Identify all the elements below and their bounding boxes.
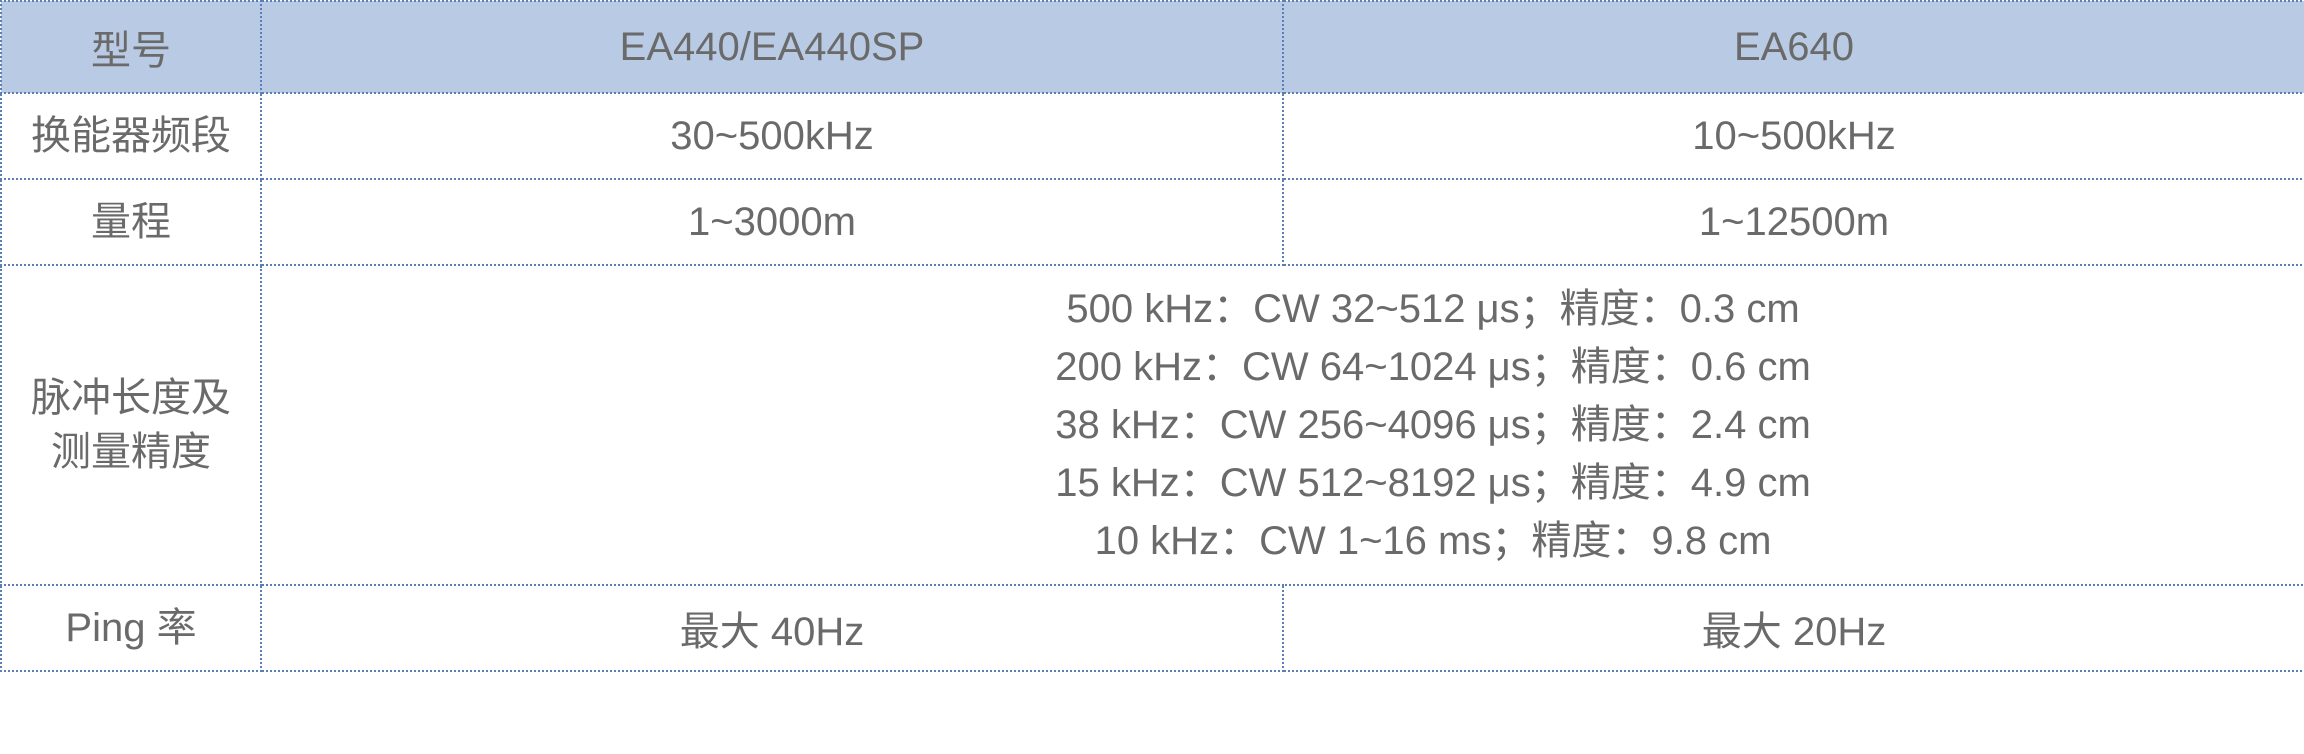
header-row: 型号 EA440/EA440SP EA640: [1, 1, 2304, 93]
row-freq-label: 换能器频段: [1, 93, 261, 179]
pulse-line-1: 200 kHz：CW 64~1024 μs；精度：0.6 cm: [562, 338, 2304, 396]
row-pulse: 脉冲长度及 测量精度 500 kHz：CW 32~512 μs；精度：0.3 c…: [1, 265, 2304, 585]
row-ping-col1: 最大 40Hz: [261, 585, 1283, 671]
pulse-line-2: 38 kHz：CW 256~4096 μs；精度：2.4 cm: [562, 396, 2304, 454]
row-pulse-label-line2: 测量精度: [51, 430, 211, 474]
row-freq: 换能器频段 30~500kHz 10~500kHz: [1, 93, 2304, 179]
spec-table: 型号 EA440/EA440SP EA640 换能器频段 30~500kHz 1…: [0, 0, 2304, 672]
row-pulse-label-line1: 脉冲长度及: [31, 376, 231, 420]
row-range: 量程 1~3000m 1~12500m: [1, 179, 2304, 265]
header-label: 型号: [1, 1, 261, 93]
row-ping: Ping 率 最大 40Hz 最大 20Hz: [1, 585, 2304, 671]
row-pulse-label: 脉冲长度及 测量精度: [1, 265, 261, 585]
row-freq-col1: 30~500kHz: [261, 93, 1283, 179]
row-range-label: 量程: [1, 179, 261, 265]
pulse-line-3: 15 kHz：CW 512~8192 μs；精度：4.9 cm: [562, 454, 2304, 512]
row-freq-col2: 10~500kHz: [1283, 93, 2304, 179]
row-range-col1: 1~3000m: [261, 179, 1283, 265]
row-pulse-content: 500 kHz：CW 32~512 μs；精度：0.3 cm 200 kHz：C…: [261, 265, 2304, 585]
row-range-col2: 1~12500m: [1283, 179, 2304, 265]
header-col2: EA640: [1283, 1, 2304, 93]
header-col1: EA440/EA440SP: [261, 1, 1283, 93]
row-ping-label: Ping 率: [1, 585, 261, 671]
pulse-line-4: 10 kHz：CW 1~16 ms；精度：9.8 cm: [562, 512, 2304, 570]
row-ping-col2: 最大 20Hz: [1283, 585, 2304, 671]
pulse-line-0: 500 kHz：CW 32~512 μs；精度：0.3 cm: [562, 280, 2304, 338]
